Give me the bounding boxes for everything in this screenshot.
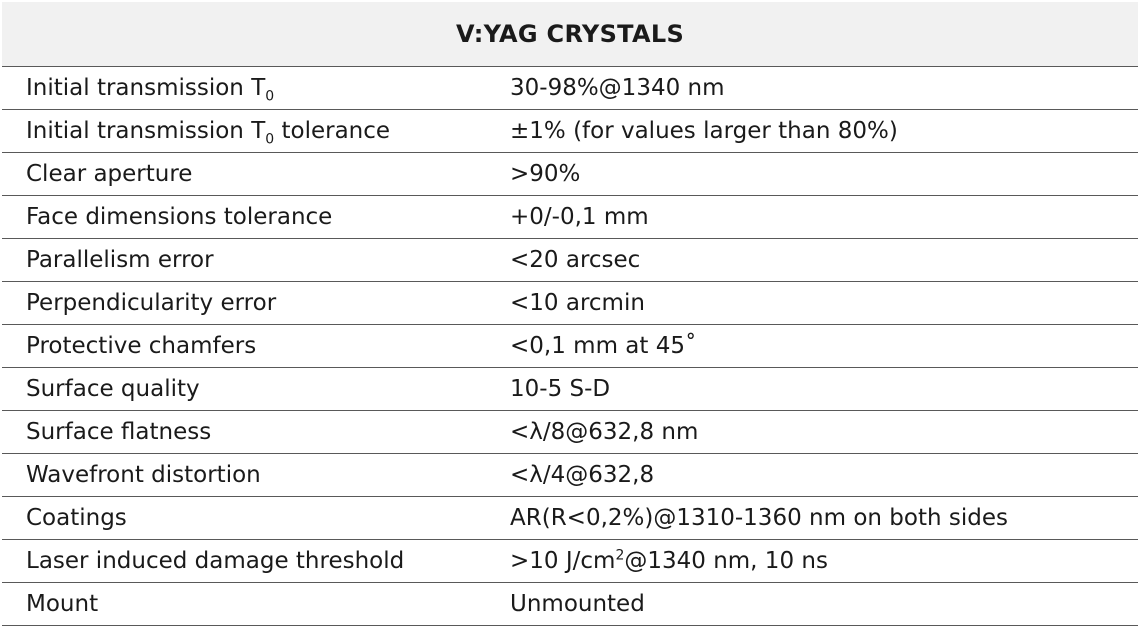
value-text: AR(R<0,2%)@1310-1360 nm on both sides: [510, 505, 1008, 531]
param-cell: Perpendicularity error: [2, 281, 486, 325]
value-cell: 30-98%@1340 nm: [486, 66, 1138, 110]
param-cell: Protective chamfers: [2, 324, 486, 368]
table-row: Parallelism error <20 arcsec: [2, 238, 1138, 282]
value-text-tail: @1340 nm, 10 ns: [624, 548, 828, 574]
table-title: V:YAG CRYSTALS: [2, 2, 1138, 67]
value-text: <0,1 mm at 45˚: [510, 333, 697, 359]
param-label-tail: tolerance: [274, 118, 391, 144]
value-text: 10-5 S-D: [510, 376, 611, 402]
value-cell: <0,1 mm at 45˚: [486, 324, 1138, 368]
param-cell: Parallelism error: [2, 238, 486, 282]
param-label: Perpendicularity error: [26, 290, 277, 316]
table-row: Perpendicularity error <10 arcmin: [2, 281, 1138, 325]
value-text: 30-98%@1340 nm: [510, 75, 725, 101]
param-cell: Surface flatness: [2, 410, 486, 454]
value-cell: 10-5 S-D: [486, 367, 1138, 411]
spec-table: V:YAG CRYSTALS Initial transmission T0 3…: [2, 2, 1138, 626]
value-text: <10 arcmin: [510, 290, 645, 316]
param-label: Initial transmission T: [26, 75, 266, 101]
param-cell: Surface quality: [2, 367, 486, 411]
param-label: Surface quality: [26, 376, 200, 402]
spec-body: Initial transmission T0 30-98%@1340 nm I…: [2, 66, 1138, 626]
value-cell: >90%: [486, 152, 1138, 196]
param-cell: Face dimensions tolerance: [2, 195, 486, 239]
param-label: Laser induced damage threshold: [26, 548, 405, 574]
param-label: Parallelism error: [26, 247, 214, 273]
table-title-row: V:YAG CRYSTALS: [2, 2, 1138, 67]
table-row: Laser induced damage threshold >10 J/cm2…: [2, 539, 1138, 583]
table-row: Surface flatness <λ/8@632,8 nm: [2, 410, 1138, 454]
param-label: Wavefront distortion: [26, 462, 261, 488]
value-cell: <λ/4@632,8: [486, 453, 1138, 497]
param-cell: Wavefront distortion: [2, 453, 486, 497]
value-text: >10 J/cm: [510, 548, 616, 574]
param-label: Mount: [26, 591, 99, 617]
value-cell: Unmounted: [486, 582, 1138, 626]
param-cell: Initial transmission T0: [2, 66, 486, 110]
value-cell: AR(R<0,2%)@1310-1360 nm on both sides: [486, 496, 1138, 540]
param-label: Coatings: [26, 505, 127, 531]
table-row: Surface quality 10-5 S-D: [2, 367, 1138, 411]
value-text: Unmounted: [510, 591, 645, 617]
value-text: +0/-0,1 mm: [510, 204, 649, 230]
param-label: Face dimensions tolerance: [26, 204, 333, 230]
table-row: Initial transmission T0 tolerance ±1% (f…: [2, 109, 1138, 153]
table-row: Clear aperture >90%: [2, 152, 1138, 196]
table-row: Coatings AR(R<0,2%)@1310-1360 nm on both…: [2, 496, 1138, 540]
param-cell: Mount: [2, 582, 486, 626]
table-row: Initial transmission T0 30-98%@1340 nm: [2, 66, 1138, 110]
value-cell: +0/-0,1 mm: [486, 195, 1138, 239]
value-cell: >10 J/cm2@1340 nm, 10 ns: [486, 539, 1138, 583]
param-label: Protective chamfers: [26, 333, 257, 359]
param-label: Surface flatness: [26, 419, 212, 445]
param-cell: Initial transmission T0 tolerance: [2, 109, 486, 153]
table-row: Mount Unmounted: [2, 582, 1138, 626]
value-cell: <λ/8@632,8 nm: [486, 410, 1138, 454]
value-cell: <20 arcsec: [486, 238, 1138, 282]
value-text: <20 arcsec: [510, 247, 641, 273]
table-row: Wavefront distortion <λ/4@632,8: [2, 453, 1138, 497]
value-text: <λ/8@632,8 nm: [510, 419, 699, 445]
value-cell: <10 arcmin: [486, 281, 1138, 325]
param-label: Clear aperture: [26, 161, 193, 187]
param-cell: Coatings: [2, 496, 486, 540]
value-text: ±1% (for values larger than 80%): [510, 118, 898, 144]
value-superscript: 2: [615, 547, 625, 564]
param-subscript: 0: [265, 131, 275, 148]
param-label: Initial transmission T: [26, 118, 266, 144]
value-text: >90%: [510, 161, 581, 187]
table-row: Protective chamfers <0,1 mm at 45˚: [2, 324, 1138, 368]
value-cell: ±1% (for values larger than 80%): [486, 109, 1138, 153]
table-row: Face dimensions tolerance +0/-0,1 mm: [2, 195, 1138, 239]
param-subscript: 0: [265, 88, 275, 105]
value-text: <λ/4@632,8: [510, 462, 655, 488]
param-cell: Clear aperture: [2, 152, 486, 196]
param-cell: Laser induced damage threshold: [2, 539, 486, 583]
